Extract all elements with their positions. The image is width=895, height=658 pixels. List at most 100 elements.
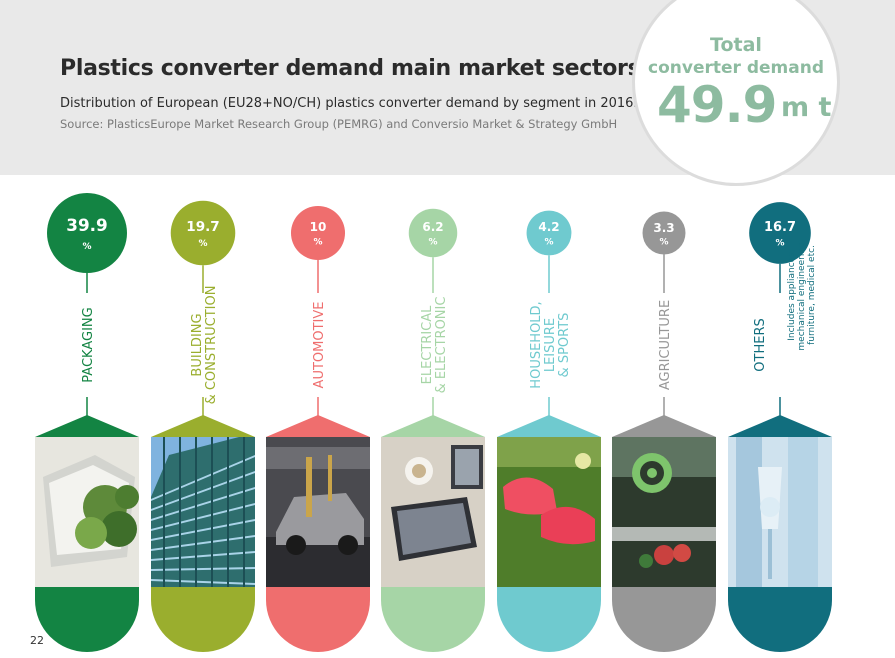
value-label: 4.2 xyxy=(538,220,559,234)
bottom-cap xyxy=(728,587,832,652)
category-label: ELECTRICAL& ELECTRONIC xyxy=(420,297,449,394)
bottom-cap xyxy=(497,587,601,652)
pointer-triangle xyxy=(381,415,485,437)
pointer-triangle xyxy=(612,415,716,437)
value-bubble xyxy=(526,210,572,256)
photo-shape xyxy=(455,449,479,485)
value-bubble xyxy=(290,205,346,261)
page-subtitle: Distribution of European (EU28+NO/CH) pl… xyxy=(60,96,638,111)
category-label-line: OTHERS xyxy=(753,318,768,371)
photo-shape xyxy=(612,527,716,541)
source-note: Source: PlasticsEurope Market Research G… xyxy=(60,117,618,131)
total-label: Total xyxy=(710,34,762,56)
bottom-cap xyxy=(381,587,485,652)
category-label-line: AUTOMOTIVE xyxy=(312,302,327,389)
category-label-line: LEISURE xyxy=(543,318,558,372)
category-label-line: BUILDING xyxy=(190,313,205,376)
photo-shape xyxy=(541,506,595,545)
building-photo xyxy=(151,437,255,587)
photo-shape xyxy=(227,437,229,587)
pointer-triangle xyxy=(728,415,832,437)
others-photo xyxy=(728,437,832,587)
photo-shape xyxy=(503,477,557,515)
bottom-cap xyxy=(151,587,255,652)
photo-shape xyxy=(760,497,780,517)
total-sublabel: converter demand xyxy=(648,58,824,78)
value-bubble xyxy=(170,200,236,266)
category-note-line: mechanical engineering, xyxy=(797,239,807,350)
sports-photo xyxy=(497,437,601,587)
bottom-cap xyxy=(35,587,139,652)
photo-shape xyxy=(276,493,364,545)
photo-shape xyxy=(654,545,674,565)
category-label: PACKAGING xyxy=(81,307,96,382)
category-note-line: furniture, medical etc. xyxy=(807,245,817,345)
bottom-cap xyxy=(266,587,370,652)
page-number: 22 xyxy=(30,634,44,647)
photo-shape xyxy=(286,535,306,555)
photo-shape xyxy=(788,437,818,587)
unit-label: % xyxy=(198,239,207,249)
pointer-triangle xyxy=(266,415,370,437)
photo-shape xyxy=(575,453,591,469)
sector-column-7: 16.7% OTHERS Includes appliances,mechanica… xyxy=(728,202,832,652)
automotive-photo xyxy=(266,437,370,587)
category-note-line: Includes appliances, xyxy=(787,249,797,341)
sector-column-5: 4.2% HOUSEHOLD,LEISURE& SPORTS xyxy=(497,210,601,652)
photo-shape xyxy=(211,437,213,587)
photo-shape xyxy=(673,544,691,562)
total-value: 49.9 xyxy=(657,76,777,134)
photo-shape xyxy=(115,485,139,509)
packaging-photo xyxy=(35,437,139,587)
sector-column-1: 39.9% PACKAGING xyxy=(35,193,139,652)
photo-shape xyxy=(179,437,181,587)
photo-shape xyxy=(243,437,245,587)
unit-label: % xyxy=(82,242,91,252)
value-label: 39.9 xyxy=(66,215,107,235)
sector-column-4: 6.2% ELECTRICAL& ELECTRONIC xyxy=(381,208,485,652)
value-label: 16.7 xyxy=(764,220,796,235)
value-bubble xyxy=(47,193,127,273)
category-label: OTHERS xyxy=(753,318,768,371)
photo-shape xyxy=(328,455,332,501)
page-title: Plastics converter demand main market se… xyxy=(60,56,641,81)
photo-shape xyxy=(736,437,762,587)
photo-shape xyxy=(768,529,772,579)
photo-shape xyxy=(412,464,426,478)
sector-chart: 39.9% PACKAGING 19.7% BUILDING& CONSTRUCTIO… xyxy=(35,193,832,652)
total-unit: m t xyxy=(781,92,832,123)
value-label: 3.3 xyxy=(653,221,674,235)
photo-shape xyxy=(647,468,657,478)
pointer-triangle xyxy=(497,415,601,437)
category-label-line: & CONSTRUCTION xyxy=(204,286,219,405)
unit-label: % xyxy=(544,237,553,247)
photo-shape xyxy=(397,503,471,555)
unit-label: % xyxy=(313,237,322,247)
total-demand-badge: Total converter demand 49.9 m t xyxy=(632,0,840,186)
agriculture-photo xyxy=(612,437,716,587)
category-label: BUILDING& CONSTRUCTION xyxy=(190,286,219,405)
pointer-triangle xyxy=(151,415,255,437)
photo-shape xyxy=(163,437,165,587)
category-label: HOUSEHOLD,LEISURE& SPORTS xyxy=(529,301,572,388)
sector-column-3: 10% AUTOMOTIVE xyxy=(266,205,370,652)
unit-label: % xyxy=(659,237,668,247)
electronics-photo xyxy=(381,437,485,587)
category-label-line: & ELECTRONIC xyxy=(434,297,449,394)
photo-shape xyxy=(75,517,107,549)
bottom-cap xyxy=(612,587,716,652)
photo-shape xyxy=(338,535,358,555)
sector-column-2: 19.7% BUILDING& CONSTRUCTION xyxy=(151,200,255,652)
photo-shape xyxy=(101,511,137,547)
value-label: 19.7 xyxy=(186,219,219,235)
category-label-line: AGRICULTURE xyxy=(658,300,673,390)
category-label-line: PACKAGING xyxy=(81,307,96,382)
value-label: 6.2 xyxy=(422,220,443,234)
unit-label: % xyxy=(775,238,784,248)
sector-column-6: 3.3% AGRICULTURE xyxy=(612,211,716,652)
value-bubble xyxy=(749,202,811,264)
category-label-line: ELECTRICAL xyxy=(420,305,435,385)
category-note: Includes appliances,mechanical engineeri… xyxy=(787,239,817,350)
value-label: 10 xyxy=(310,220,327,234)
value-bubble xyxy=(642,211,686,255)
